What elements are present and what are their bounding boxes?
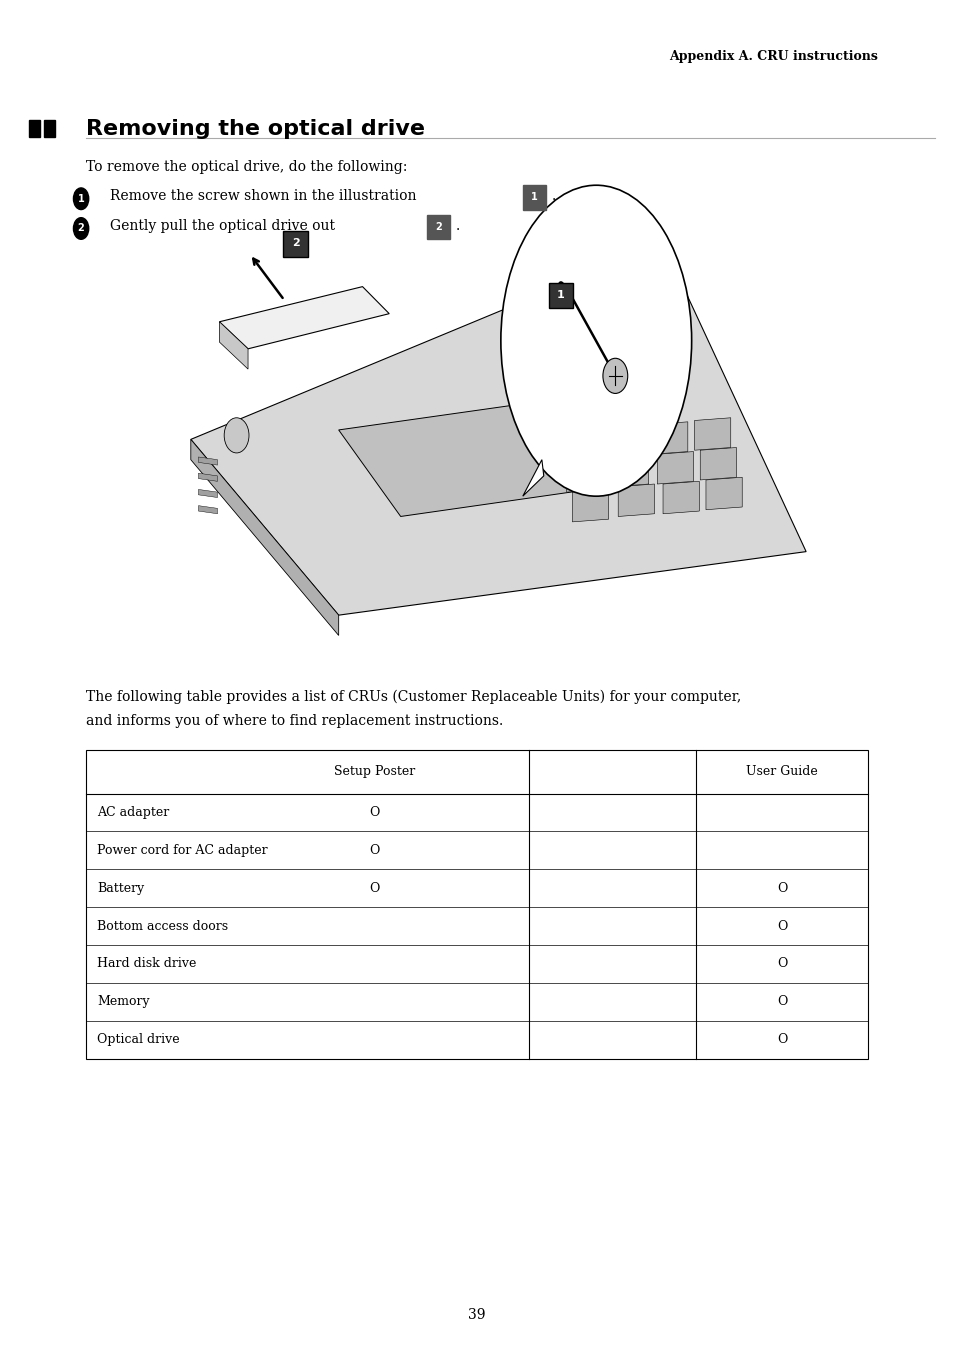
Text: O: O bbox=[369, 844, 379, 857]
Polygon shape bbox=[191, 439, 338, 635]
Polygon shape bbox=[198, 473, 217, 481]
Polygon shape bbox=[700, 448, 736, 480]
Text: To remove the optical drive, do the following:: To remove the optical drive, do the foll… bbox=[86, 160, 407, 173]
Text: Gently pull the optical drive out: Gently pull the optical drive out bbox=[110, 219, 335, 233]
Polygon shape bbox=[572, 489, 608, 522]
Polygon shape bbox=[338, 403, 589, 516]
Text: Power cord for AC adapter: Power cord for AC adapter bbox=[97, 844, 268, 857]
Bar bbox=[427, 215, 450, 239]
Bar bbox=[522, 185, 545, 210]
Text: O: O bbox=[777, 995, 786, 1009]
Text: AC adapter: AC adapter bbox=[97, 806, 170, 819]
Ellipse shape bbox=[500, 185, 691, 496]
Text: 2: 2 bbox=[292, 238, 299, 249]
Text: O: O bbox=[777, 882, 786, 895]
Text: 1: 1 bbox=[77, 193, 85, 204]
Circle shape bbox=[73, 188, 89, 210]
Polygon shape bbox=[612, 454, 648, 487]
Polygon shape bbox=[651, 422, 687, 454]
Polygon shape bbox=[198, 506, 217, 514]
Bar bbox=[44, 120, 55, 137]
Text: Memory: Memory bbox=[97, 995, 150, 1009]
Text: Setup Poster: Setup Poster bbox=[334, 765, 415, 779]
Circle shape bbox=[224, 418, 249, 453]
Polygon shape bbox=[198, 489, 217, 498]
Text: 1: 1 bbox=[557, 289, 564, 300]
Polygon shape bbox=[219, 322, 248, 369]
Polygon shape bbox=[657, 452, 693, 484]
Text: 2: 2 bbox=[77, 223, 85, 234]
Polygon shape bbox=[606, 425, 642, 457]
Text: O: O bbox=[369, 806, 379, 819]
Text: User Guide: User Guide bbox=[745, 765, 818, 779]
Polygon shape bbox=[191, 243, 805, 615]
Polygon shape bbox=[522, 460, 543, 496]
Circle shape bbox=[73, 218, 89, 239]
Text: Appendix A. CRU instructions: Appendix A. CRU instructions bbox=[668, 50, 877, 64]
Text: O: O bbox=[777, 957, 786, 971]
Text: O: O bbox=[369, 882, 379, 895]
Text: 39: 39 bbox=[468, 1309, 485, 1322]
Polygon shape bbox=[694, 418, 730, 450]
Bar bbox=[283, 231, 308, 257]
Text: .: . bbox=[456, 219, 459, 233]
Text: Remove the screw shown in the illustration: Remove the screw shown in the illustrati… bbox=[110, 189, 416, 203]
Text: Removing the optical drive: Removing the optical drive bbox=[86, 119, 424, 139]
Text: .: . bbox=[551, 189, 555, 203]
Text: 2: 2 bbox=[435, 222, 442, 233]
Text: Optical drive: Optical drive bbox=[97, 1033, 180, 1046]
Text: O: O bbox=[777, 919, 786, 933]
Polygon shape bbox=[566, 460, 602, 492]
Text: The following table provides a list of CRUs (Customer Replaceable Units) for you: The following table provides a list of C… bbox=[86, 690, 740, 704]
Text: O: O bbox=[777, 1033, 786, 1046]
Polygon shape bbox=[219, 287, 389, 349]
Bar bbox=[548, 283, 573, 308]
Text: Battery: Battery bbox=[97, 882, 145, 895]
Polygon shape bbox=[618, 484, 654, 516]
Text: 1: 1 bbox=[530, 192, 537, 203]
Polygon shape bbox=[560, 430, 597, 462]
Bar bbox=[86, 750, 867, 1059]
Text: Hard disk drive: Hard disk drive bbox=[97, 957, 196, 971]
Text: Bottom access doors: Bottom access doors bbox=[97, 919, 228, 933]
Text: and informs you of where to find replacement instructions.: and informs you of where to find replace… bbox=[86, 714, 502, 727]
Circle shape bbox=[602, 358, 627, 393]
Bar bbox=[29, 120, 40, 137]
Polygon shape bbox=[662, 481, 699, 514]
Polygon shape bbox=[705, 477, 741, 510]
Polygon shape bbox=[198, 457, 217, 465]
